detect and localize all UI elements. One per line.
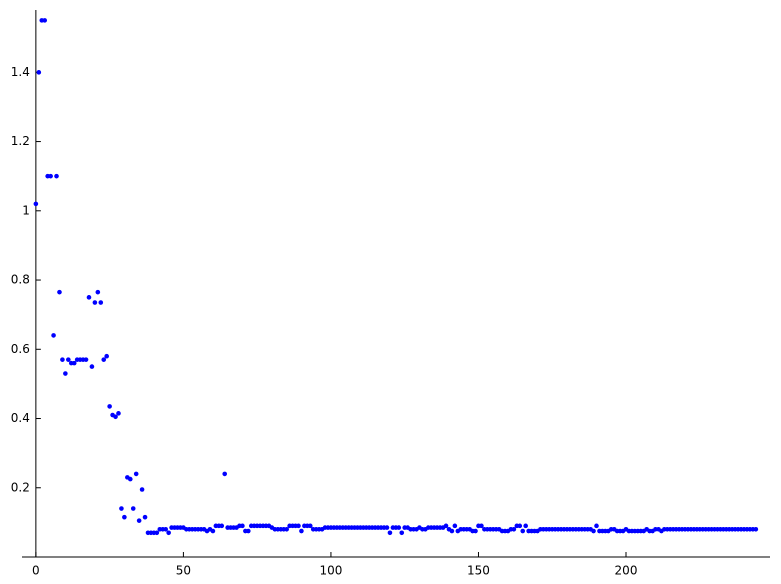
point	[127, 476, 133, 482]
point	[92, 300, 98, 305]
point	[116, 411, 121, 416]
point	[98, 300, 104, 305]
point	[479, 523, 484, 529]
y-tick-label: 1.2	[11, 134, 30, 148]
point	[133, 471, 139, 477]
point	[594, 523, 599, 529]
x-tick-label: 100	[319, 564, 342, 578]
point	[89, 364, 95, 369]
point	[130, 506, 136, 511]
x-tick-label: 0	[32, 564, 40, 578]
point	[33, 201, 39, 207]
point	[449, 528, 455, 534]
point	[63, 371, 68, 376]
point	[136, 518, 142, 523]
point	[210, 528, 216, 534]
point	[113, 414, 118, 420]
point	[166, 530, 171, 536]
y-tick-label: 0.2	[11, 480, 30, 494]
point	[240, 523, 245, 529]
point	[71, 360, 77, 366]
point	[101, 357, 107, 362]
x-tick-label: 200	[615, 564, 638, 578]
point	[399, 530, 405, 536]
y-tick-label: 1	[22, 203, 30, 217]
point	[66, 357, 71, 362]
point	[443, 523, 449, 529]
point	[163, 527, 168, 532]
x-tick-label: 50	[176, 564, 191, 578]
point	[219, 523, 225, 529]
point	[42, 18, 48, 23]
y-tick-label: 0.8	[11, 273, 30, 287]
point	[95, 289, 101, 295]
point	[48, 173, 53, 179]
point	[36, 70, 42, 75]
point	[511, 527, 517, 532]
point	[307, 523, 313, 529]
point	[139, 487, 145, 492]
point	[591, 528, 596, 534]
point	[517, 523, 523, 529]
point	[86, 295, 92, 300]
point	[119, 506, 124, 511]
x-tick-label: 150	[467, 564, 490, 578]
point	[122, 514, 127, 520]
y-tick-label: 1.4	[11, 65, 30, 79]
point	[520, 528, 526, 534]
point	[60, 357, 65, 362]
point	[57, 289, 62, 295]
point	[51, 333, 56, 338]
y-tick-label: 0.4	[11, 411, 30, 425]
point	[246, 528, 251, 534]
point	[523, 523, 528, 529]
point	[387, 530, 393, 536]
point	[284, 527, 289, 532]
point	[142, 514, 148, 520]
point	[296, 523, 301, 529]
point	[107, 404, 112, 409]
point	[452, 523, 458, 529]
point	[384, 525, 390, 530]
point	[54, 173, 59, 179]
point	[222, 471, 228, 477]
point	[83, 357, 89, 362]
point	[104, 353, 109, 359]
point	[299, 528, 304, 534]
y-tick-label: 0.6	[11, 342, 30, 356]
point	[396, 525, 402, 530]
point	[154, 530, 160, 536]
point	[753, 527, 759, 532]
point	[473, 528, 478, 534]
